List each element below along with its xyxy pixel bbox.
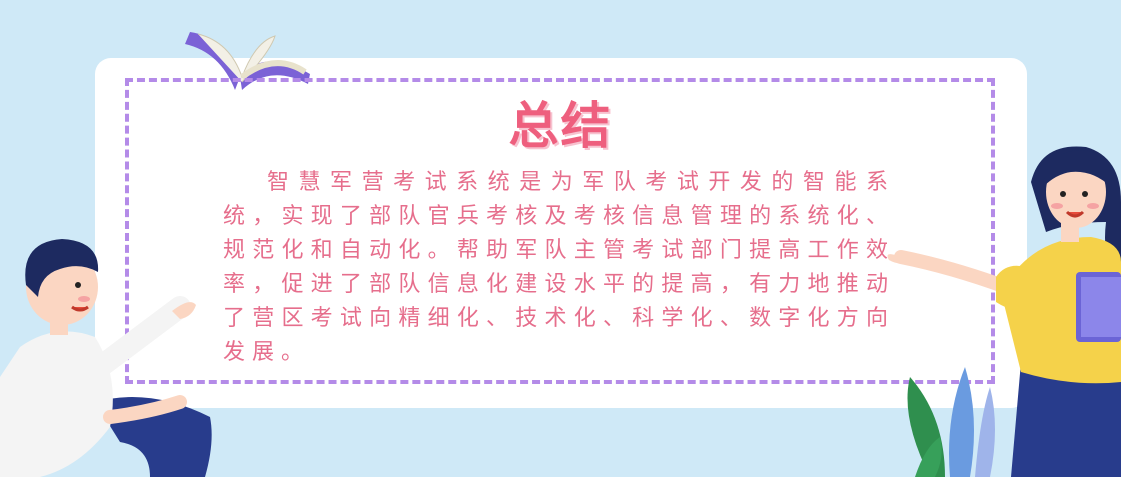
summary-paragraph: 智慧军营考试系统是为军队考试开发的智能系统，实现了部队官兵考核及考核信息管理的系… (223, 170, 895, 365)
leaves-illustration (907, 367, 995, 477)
dashed-frame (125, 78, 995, 384)
open-book-icon (185, 32, 310, 90)
boy-illustration (0, 239, 212, 477)
content-card (95, 58, 1027, 408)
girl-illustration (887, 146, 1121, 477)
page-title: 总结 (508, 97, 613, 155)
